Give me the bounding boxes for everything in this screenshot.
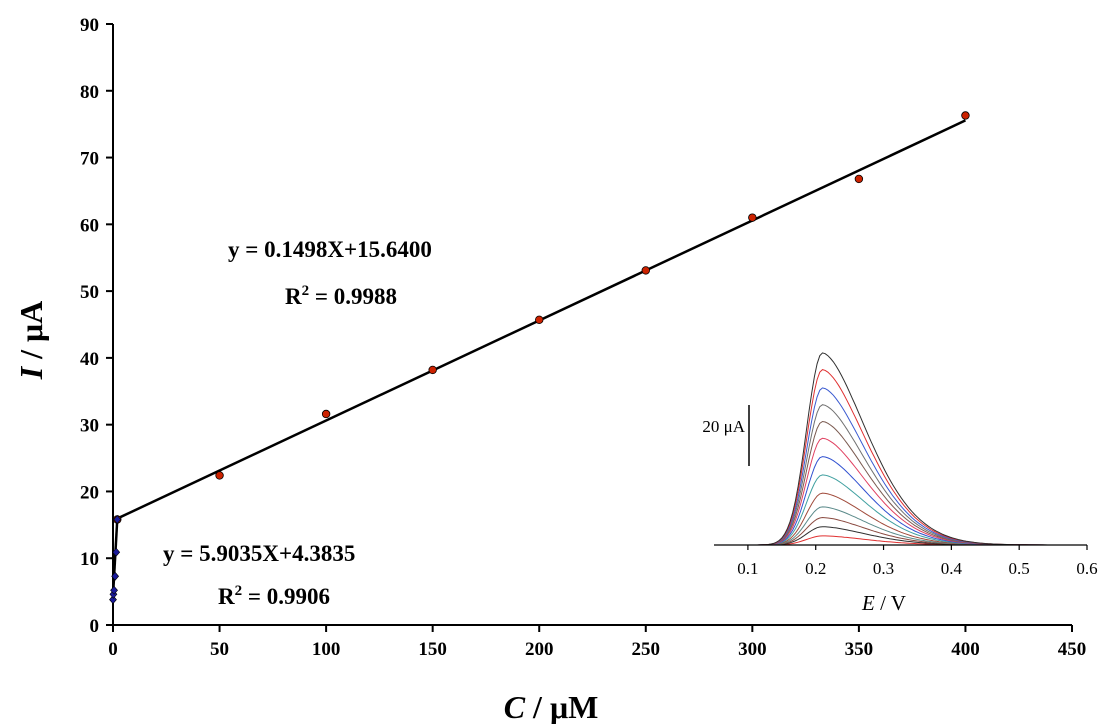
r2-low-value: 0.9906: [267, 584, 330, 609]
data-point-low-range: [110, 585, 118, 595]
data-point-low-range: [113, 515, 122, 524]
r2-low-prefix: R: [218, 584, 235, 609]
data-point: [641, 266, 650, 275]
data-point: [215, 471, 224, 480]
x-tick-label: 50: [210, 639, 229, 660]
inset-x-axis-unit: / V: [875, 591, 906, 615]
x-axis-variable: C: [504, 689, 526, 724]
y-tick-label: 30: [80, 416, 99, 437]
y-tick-label: 60: [80, 215, 99, 236]
inset-curve-1: [714, 535, 1059, 546]
y-axis-variable: I: [13, 365, 49, 380]
data-point: [321, 409, 331, 419]
inset-x-tick-label: 0.6: [1076, 559, 1097, 578]
equation-high-range: y = 0.1498X+15.6400: [228, 237, 432, 262]
x-tick-label: 150: [418, 639, 447, 660]
r2-high-prefix: R: [285, 284, 302, 309]
x-tick-label: 400: [951, 639, 980, 660]
x-tick-label: 350: [845, 639, 874, 660]
y-tick-label: 0: [90, 616, 100, 637]
r2-low-range: R2 = 0.9906: [218, 583, 330, 609]
inset-x-tick-label: 0.1: [737, 559, 758, 578]
inset-curve-2: [714, 526, 1059, 546]
main-ticks: 0 50 100 150 200 250 300 350 400 450 0 10 20 30 40 50 60…: [80, 15, 1086, 660]
data-point: [961, 111, 970, 120]
x-axis-title: C / μM: [504, 689, 599, 724]
inset-curve-10: [714, 404, 1059, 546]
y-tick-label: 10: [80, 549, 99, 570]
r2-high-range: R2 = 0.9988: [285, 283, 397, 309]
y-tick-label: 50: [80, 282, 99, 303]
x-tick-label: 0: [108, 639, 118, 660]
inset-x-axis-variable: E: [861, 591, 875, 615]
equation-low-range: y = 5.9035X+4.3835: [163, 541, 355, 566]
r2-high-superscript: 2: [302, 283, 310, 299]
inset-x-tick-label: 0.3: [873, 559, 894, 578]
r2-low-equals: =: [242, 584, 267, 609]
inset-scale-bar-label: 20 μA: [702, 417, 745, 436]
y-tick-label: 80: [80, 82, 99, 103]
y-tick-label: 90: [80, 15, 99, 36]
main-axes: [112, 24, 1072, 626]
inset-x-tick-label: 0.4: [941, 559, 963, 578]
y-tick-label: 70: [80, 149, 99, 170]
inset-axis: 0.1 0.2 0.3 0.4 0.5 0.6: [714, 544, 1098, 578]
data-point: [535, 315, 544, 325]
fit-lines: [111, 119, 966, 596]
x-tick-label: 250: [632, 639, 661, 660]
data-point: [854, 174, 864, 184]
inset-curve-3: [714, 516, 1059, 546]
y-axis-unit: / μA: [13, 301, 49, 367]
inset-curve-11: [714, 387, 1059, 546]
y-tick-label: 20: [80, 482, 99, 503]
inset-curves: [714, 352, 1059, 546]
data-point-low-range: [111, 571, 120, 581]
inset-curve-7: [714, 456, 1059, 546]
inset-curve-13: [714, 352, 1059, 546]
x-tick-label: 450: [1058, 639, 1087, 660]
data-point-low-range: [109, 595, 117, 605]
x-tick-label: 200: [525, 639, 554, 660]
data-point: [428, 365, 437, 375]
r2-high-equals: =: [309, 284, 334, 309]
y-axis-title: I / μA: [13, 301, 49, 381]
inset-voltammogram: 0.1 0.2 0.3 0.4 0.5 0.6 20 μA E / V: [702, 352, 1098, 615]
x-axis-unit: / μM: [525, 689, 598, 724]
fit-line-low-range: [111, 519, 119, 596]
r2-low-superscript: 2: [235, 583, 243, 599]
inset-curve-9: [714, 420, 1059, 546]
inset-x-tick-label: 0.5: [1009, 559, 1030, 578]
inset-x-tick-label: 0.2: [805, 559, 826, 578]
data-point: [748, 213, 757, 222]
data-point-low-range: [112, 547, 121, 557]
x-tick-label: 300: [738, 639, 767, 660]
x-tick-label: 100: [312, 639, 341, 660]
y-tick-label: 40: [80, 349, 99, 370]
data-points: [109, 111, 970, 605]
r2-high-value: 0.9988: [334, 284, 397, 309]
inset-x-axis-title: E / V: [861, 591, 906, 615]
